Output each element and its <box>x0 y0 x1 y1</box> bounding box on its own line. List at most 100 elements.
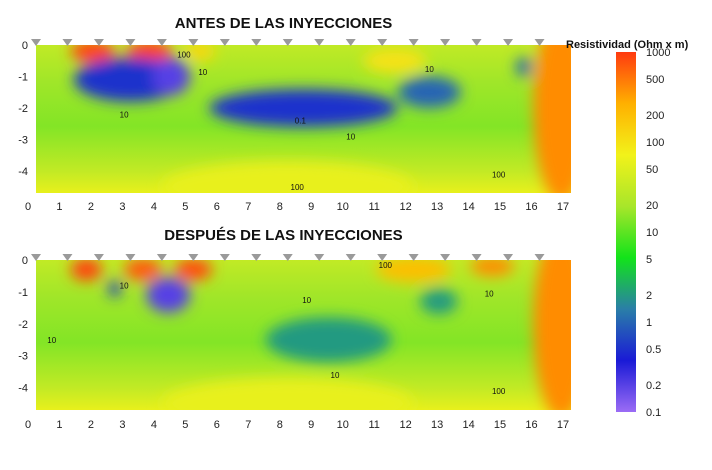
electrode-marker <box>534 254 545 261</box>
y-tick-label: -4 <box>18 383 28 395</box>
resistivity-anomaly <box>124 260 162 281</box>
resistivity-anomaly <box>174 260 213 281</box>
electrode-marker <box>377 39 388 46</box>
electrode-marker <box>219 39 230 46</box>
colorbar-tick-label: 2 <box>646 290 652 302</box>
x-tick-label: 2 <box>88 201 94 213</box>
resistivity-anomaly <box>375 260 452 283</box>
colorbar-tick-label: 1 <box>646 317 652 329</box>
y-tick-label: -1 <box>18 287 28 299</box>
colorbar-title: Resistividad (Ohm x m) <box>566 39 689 51</box>
panel-title: DESPUÉS DE LAS INYECCIONES <box>164 227 402 244</box>
electrode-marker <box>282 254 293 261</box>
x-tick-label: 8 <box>277 419 283 431</box>
colorbar-tick-label: 20 <box>646 200 658 212</box>
colorbar-tick-label: 10 <box>646 227 658 239</box>
resistivity-anomaly <box>515 57 532 77</box>
resistivity-anomaly <box>419 288 458 315</box>
electrode-marker <box>93 39 104 46</box>
contour-label: 100 <box>291 183 305 192</box>
x-tick-label: 8 <box>277 201 283 213</box>
electrode-marker <box>314 39 325 46</box>
contour-label: 100 <box>492 387 506 396</box>
x-tick-label: 16 <box>525 419 537 431</box>
resistivity-anomaly <box>152 57 191 96</box>
contour-label: 10 <box>331 371 340 380</box>
contour-label: 10 <box>302 296 311 305</box>
electrode-marker <box>471 39 482 46</box>
resistivity-anomaly <box>108 280 121 297</box>
y-tick-label: -3 <box>18 134 28 146</box>
colorbar-tick-label: 100 <box>646 137 664 149</box>
contour-label: 10 <box>425 65 434 74</box>
y-tick-label: -3 <box>18 351 28 363</box>
resistivity-anomaly <box>470 260 515 276</box>
colorbar-tick-label: 5 <box>646 254 652 266</box>
resistivity-field <box>36 45 571 193</box>
electrode-marker <box>471 254 482 261</box>
resistivity-anomaly <box>70 45 115 63</box>
y-tick-label: 0 <box>22 40 28 52</box>
x-tick-label: 13 <box>431 419 443 431</box>
x-tick-label: 5 <box>182 419 188 431</box>
resistivity-anomaly <box>183 45 216 61</box>
x-tick-label: 7 <box>245 419 251 431</box>
contour-label: 10 <box>120 282 129 291</box>
resistivity-anomaly <box>161 161 414 193</box>
x-tick-label: 3 <box>119 201 125 213</box>
contour-label: 0.1 <box>295 117 307 126</box>
y-tick-label: -1 <box>18 71 28 83</box>
x-tick-label: 4 <box>151 201 157 213</box>
x-tick-label: 1 <box>56 419 62 431</box>
x-tick-label: 15 <box>494 201 506 213</box>
x-tick-label: 15 <box>494 419 506 431</box>
contour-label: 10 <box>47 336 56 345</box>
colorbar-tick-label: 0.5 <box>646 344 661 356</box>
resistivity-anomaly <box>533 260 571 410</box>
contour-label: 100 <box>492 170 506 179</box>
x-tick-label: 11 <box>368 419 379 431</box>
electrode-marker <box>188 254 199 261</box>
x-tick-label: 14 <box>462 201 474 213</box>
electrode-marker <box>156 254 167 261</box>
x-tick-label: 13 <box>431 201 443 213</box>
x-tick-label: 14 <box>462 419 474 431</box>
electrode-marker <box>125 254 136 261</box>
electrode-marker <box>503 254 514 261</box>
electrode-marker <box>408 39 419 46</box>
x-tick-label: 10 <box>337 201 349 213</box>
y-tick-label: -4 <box>18 166 28 178</box>
y-tick-label: -2 <box>18 103 28 115</box>
x-tick-label: 11 <box>368 201 379 213</box>
electrode-marker <box>503 39 514 46</box>
resistivity-anomaly <box>265 317 392 363</box>
resistivity-anomaly <box>533 45 571 193</box>
x-tick-label: 6 <box>214 201 220 213</box>
x-tick-label: 6 <box>214 419 220 431</box>
electrode-marker <box>534 39 545 46</box>
electrode-marker <box>219 254 230 261</box>
electrode-marker <box>345 254 356 261</box>
colorbar-tick-label: 0.1 <box>646 407 661 419</box>
colorbar-tick-label: 1000 <box>646 47 670 59</box>
electrode-marker <box>251 254 262 261</box>
electrode-marker <box>440 254 451 261</box>
electrode-marker <box>314 254 325 261</box>
electrode-marker <box>440 39 451 46</box>
colorbar-tick-label: 0.2 <box>646 380 661 392</box>
contour-label: 10 <box>120 110 129 119</box>
electrode-marker <box>31 254 41 261</box>
x-tick-label: 17 <box>557 201 569 213</box>
x-tick-label: 9 <box>308 201 314 213</box>
electrode-marker <box>282 39 293 46</box>
electrode-marker <box>251 39 262 46</box>
electrode-marker <box>408 254 419 261</box>
colorbar-gradient <box>616 52 636 412</box>
x-tick-label: 12 <box>400 201 412 213</box>
resistivity-anomaly <box>161 378 414 410</box>
x-tick-label: 1 <box>56 201 62 213</box>
y-tick-label: -2 <box>18 319 28 331</box>
resistivity-anomaly <box>363 48 427 74</box>
